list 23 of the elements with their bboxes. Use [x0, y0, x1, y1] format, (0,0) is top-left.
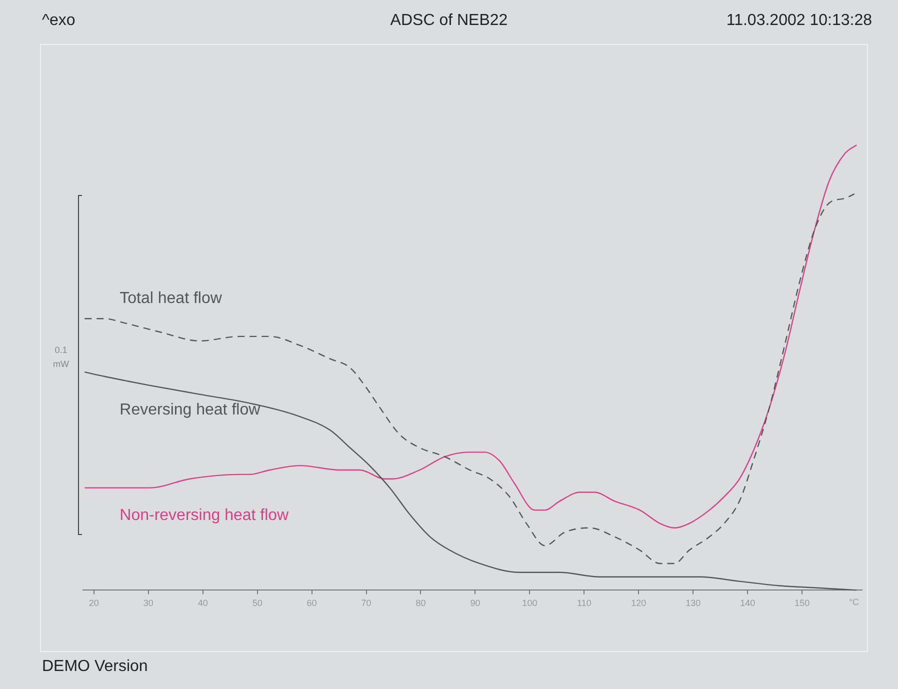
x-tick-label: 150: [794, 598, 810, 608]
x-axis-title: °C: [848, 597, 860, 608]
x-tick-label: 100: [522, 598, 538, 608]
x-tick-label: 40: [198, 598, 208, 608]
x-tick-label: 20: [88, 598, 99, 608]
x-tick-label: 120: [631, 598, 646, 608]
text: 11.03.2002 10:13:28: [726, 12, 872, 30]
x-tick-label: 60: [306, 598, 317, 608]
chart-title: ADSC of NEB22: [390, 12, 508, 30]
x-tick-label: 90: [470, 598, 480, 608]
x-tick-label: 140: [740, 598, 756, 608]
x-tick-label: 80: [416, 598, 426, 608]
series-label: Total heat flow: [120, 290, 222, 308]
x-tick-label: 70: [361, 598, 372, 608]
text: 0.1 mW: [52, 344, 70, 371]
x-tick-label: 130: [686, 598, 701, 608]
x-tick-label: 30: [143, 598, 154, 608]
text: ^exo: [42, 12, 76, 30]
x-tick-label: 50: [252, 598, 262, 608]
series-label: Non-reversing heat flow: [120, 507, 290, 524]
x-tick-label: 110: [576, 598, 592, 608]
series-label: Reversing heat flow: [120, 401, 261, 418]
text: DEMO Version: [42, 658, 148, 676]
